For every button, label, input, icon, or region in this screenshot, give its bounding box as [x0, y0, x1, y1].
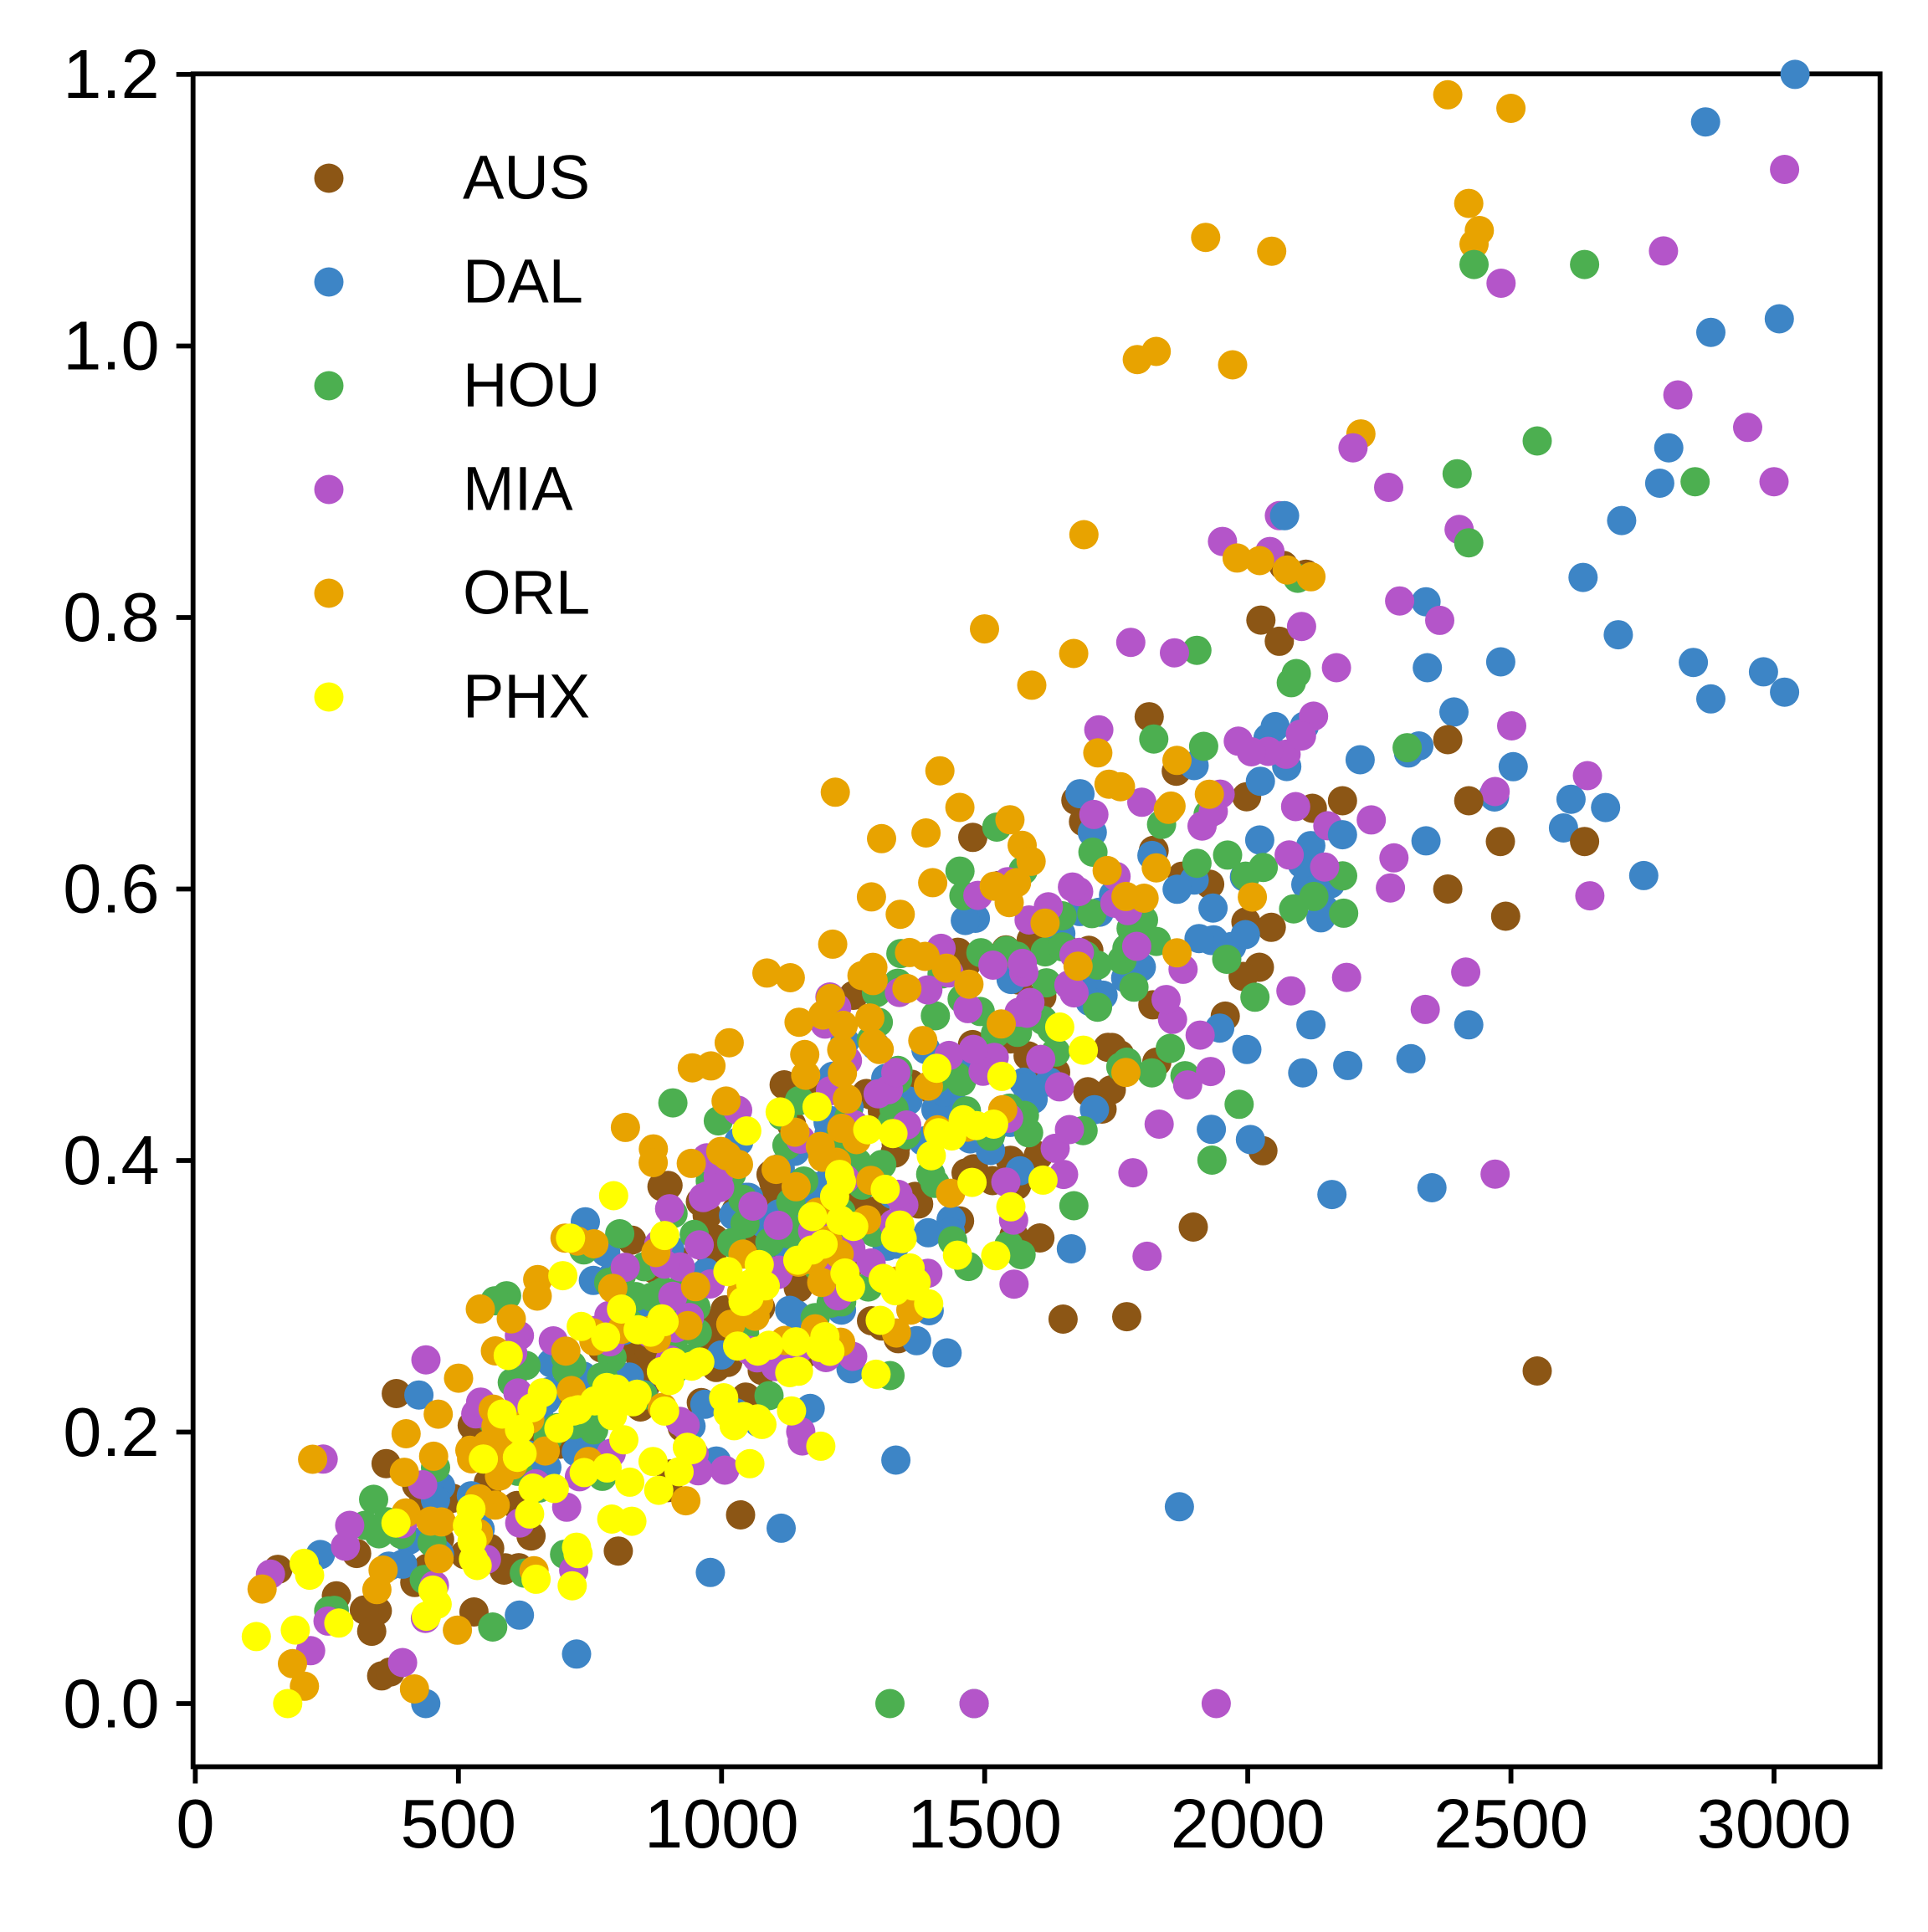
svg-text:2000: 2000	[1171, 1785, 1326, 1863]
svg-text:3000: 3000	[1697, 1785, 1852, 1863]
svg-text:0.8: 0.8	[63, 578, 159, 656]
svg-text:1.0: 1.0	[63, 307, 159, 385]
svg-text:500: 500	[401, 1785, 516, 1863]
svg-text:ORL: ORL	[463, 557, 590, 627]
svg-text:0.6: 0.6	[63, 850, 159, 928]
svg-text:AUS: AUS	[463, 142, 590, 212]
svg-text:2500: 2500	[1433, 1785, 1588, 1863]
svg-text:0.2: 0.2	[63, 1393, 159, 1471]
svg-text:0.4: 0.4	[63, 1121, 159, 1199]
svg-text:DAL: DAL	[463, 246, 583, 315]
svg-text:MIA: MIA	[463, 454, 573, 523]
svg-text:1500: 1500	[907, 1785, 1062, 1863]
svg-text:1000: 1000	[644, 1785, 799, 1863]
svg-text:1.2: 1.2	[63, 35, 159, 113]
svg-text:HOU: HOU	[463, 350, 600, 419]
svg-text:PHX: PHX	[463, 661, 590, 730]
svg-text:0: 0	[176, 1785, 214, 1863]
svg-text:0.0: 0.0	[63, 1664, 159, 1742]
